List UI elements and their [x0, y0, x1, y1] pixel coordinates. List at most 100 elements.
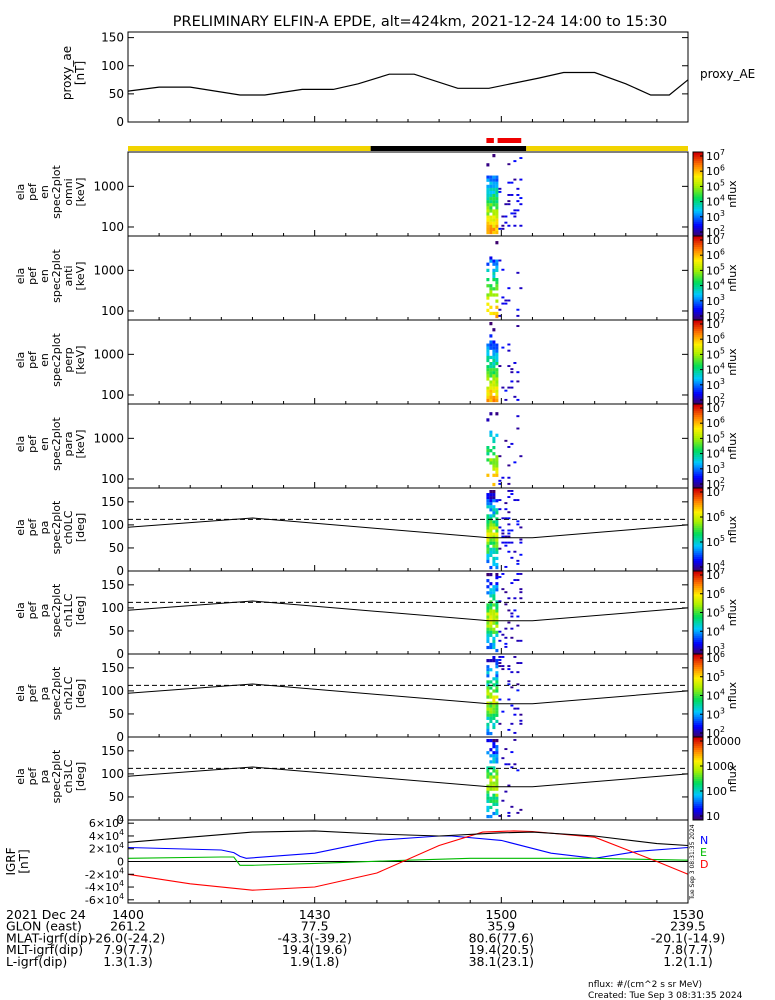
ch0lc-cell — [492, 523, 496, 527]
panel-ch1lc: 0 50 100 150 ela pef pa spec2plot ch1LC [deg] 103 1… — [14, 567, 739, 661]
ch0lc-cell — [507, 511, 511, 514]
ch3lc-cell — [501, 757, 505, 760]
anti-cell — [486, 278, 490, 282]
anti-cbar-seg — [693, 284, 703, 287]
ch0lc-cell — [492, 544, 496, 548]
para-cell — [507, 476, 511, 479]
x-row-value-0-2: 1500 — [485, 907, 517, 922]
ch0lc-cbar-seg — [693, 562, 703, 566]
para-cbar-seg — [693, 429, 703, 432]
ch3lc-ylabel-3: spec2plot — [50, 749, 63, 803]
ch1lc-cell — [486, 615, 490, 619]
ch3lc-cell — [513, 763, 517, 766]
ch2lc-ytick-label-3: 150 — [101, 661, 124, 675]
perp-ylabel-1: pef — [26, 350, 39, 369]
perp-cell — [492, 346, 496, 350]
ch3lc-cell — [492, 784, 496, 788]
omni-cbar-seg — [693, 219, 703, 222]
omni-cell — [486, 200, 490, 204]
ch0lc-cell — [489, 493, 493, 497]
ch1lc-cbar-seg — [693, 635, 703, 638]
omni-cbar-seg — [693, 198, 703, 201]
anti-cbar-seg — [693, 286, 703, 289]
ch2lc-cbar-seg — [693, 668, 703, 672]
omni-cell — [489, 227, 493, 232]
ch0lc-cell — [510, 493, 514, 495]
ch1lc-cell — [489, 591, 493, 595]
anti-cbar-seg — [693, 288, 703, 292]
ch3lc-ytick-label-0: 0 — [116, 813, 124, 827]
ch1lc-ytick-label-0: 0 — [116, 647, 124, 661]
anti-cbar-seg — [693, 290, 703, 294]
ch2lc-cell — [513, 656, 517, 658]
anti-cell — [516, 308, 520, 311]
ch3lc-cell — [492, 739, 496, 743]
para-cell — [489, 412, 493, 416]
ch3lc-cell — [510, 766, 514, 769]
omni-cell — [513, 160, 517, 163]
perp-cell — [492, 389, 496, 393]
ch3lc-cell — [507, 811, 511, 814]
ch1lc-cbar-seg — [693, 579, 703, 582]
perp-ylabel-2: en — [38, 353, 51, 367]
ch0lc-cell — [507, 529, 511, 532]
ch2lc-cell — [498, 665, 502, 668]
perp-cell — [495, 368, 499, 372]
perp-cell — [486, 352, 490, 356]
perp-cell — [489, 386, 493, 390]
omni-cell — [486, 206, 490, 210]
ch0lc-cell — [519, 538, 523, 541]
perp-cell — [516, 398, 520, 401]
x-row-label-3: MLT-igrf(dip) — [6, 942, 83, 957]
ch1lc-ylabel-4: ch1LC — [62, 593, 75, 627]
perp-cbar-seg — [693, 387, 703, 390]
ch3lc-cell — [486, 796, 490, 800]
ch0lc-cbar-seg — [693, 504, 703, 508]
para-cell — [516, 415, 520, 418]
omni-cell — [486, 227, 490, 232]
ch3lc-cell — [507, 814, 511, 817]
perp-cell — [495, 362, 499, 366]
status-bar — [128, 138, 688, 151]
ch0lc-losscone-line — [127, 517, 689, 539]
anti-cell — [495, 259, 499, 263]
ch1lc-cbar-seg — [693, 608, 703, 611]
ch0lc-cell — [501, 535, 505, 538]
para-cell — [486, 473, 490, 477]
ch3lc-cbar-seg — [693, 784, 703, 788]
ch1lc-cell — [498, 630, 502, 633]
omni-cell — [492, 194, 496, 198]
ch3lc-cell — [489, 799, 493, 803]
anti-cbar-seg — [693, 280, 703, 283]
ch1lc-cbar-label-4: 107 — [706, 567, 725, 582]
ch3lc-losscone-line — [127, 766, 689, 788]
perp-cbar-seg — [693, 338, 703, 342]
omni-cell — [486, 209, 490, 213]
ch0lc-cell — [504, 565, 508, 568]
ch0lc-cbar-seg — [693, 552, 703, 555]
ch3lc-cell — [486, 775, 490, 779]
ch2lc-ytick-label-1: 50 — [109, 707, 124, 721]
perp-cbar-seg — [693, 343, 703, 346]
perp-cbar-seg — [693, 397, 703, 401]
anti-cell — [492, 259, 496, 263]
perp-cell — [486, 395, 490, 400]
para-cell — [495, 458, 499, 462]
para-cbar-seg — [693, 450, 703, 453]
ch2lc-cell — [495, 713, 499, 717]
ch3lc-cell — [486, 784, 490, 788]
ch1lc-cbar-seg — [693, 612, 703, 616]
ch2lc-cbar-seg — [693, 707, 703, 711]
perp-cell — [510, 371, 514, 374]
anti-cell — [501, 268, 505, 271]
ch1lc-cell — [495, 624, 499, 628]
ch3lc-cell — [510, 751, 514, 754]
ch0lc-cell — [492, 556, 496, 561]
ch2lc-cbar-label-3: 105 — [706, 669, 725, 684]
perp-cbar-seg — [693, 393, 703, 397]
perp-cell — [492, 358, 496, 363]
ch1lc-cell — [510, 627, 514, 630]
ch3lc-cbar-seg — [693, 737, 703, 740]
ch0lc-cell — [489, 538, 493, 542]
ch3lc-cell — [486, 805, 490, 810]
